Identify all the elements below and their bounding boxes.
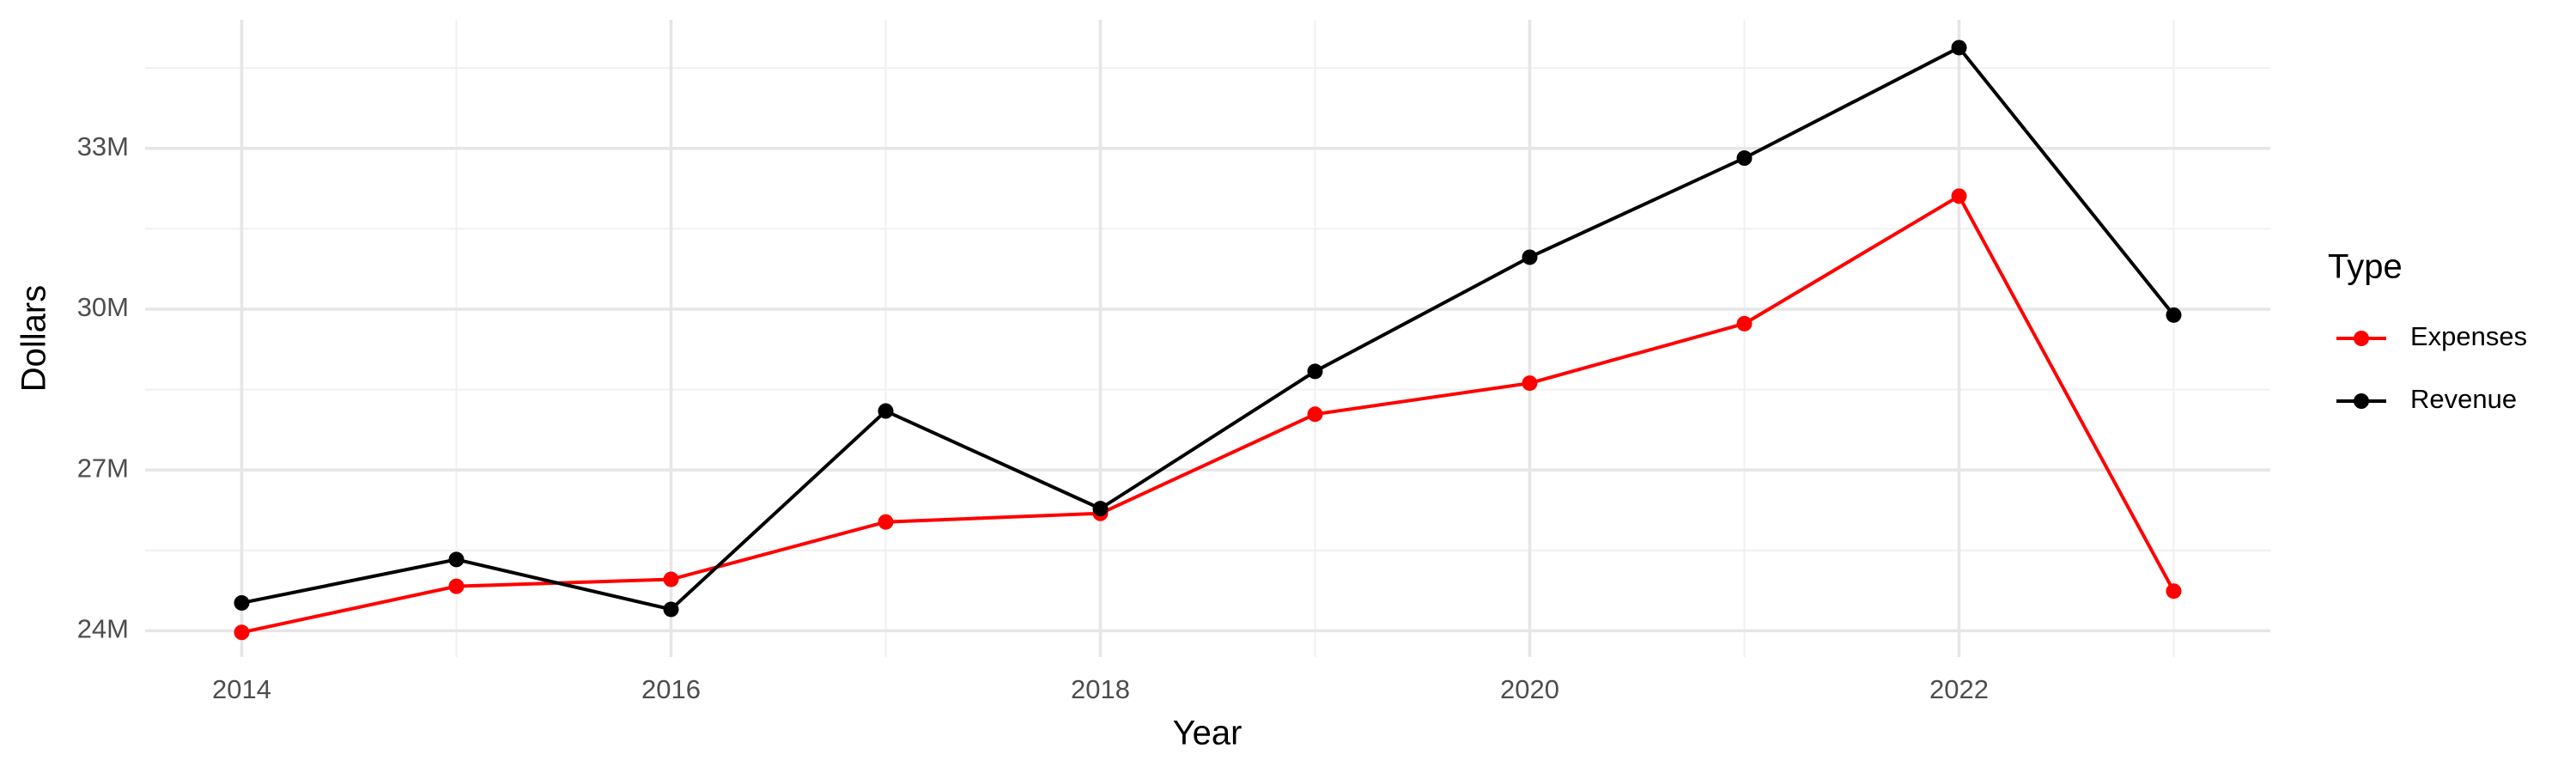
data-point — [448, 578, 465, 594]
x-tick-label: 2022 — [1929, 674, 1989, 704]
y-tick-label: 24M — [77, 614, 129, 644]
series-line — [241, 45, 2176, 612]
data-point — [234, 624, 250, 641]
y-tick-label: 27M — [77, 453, 129, 483]
x-tick-label: 2020 — [1500, 674, 1559, 704]
data-point — [1951, 188, 1967, 204]
data-point — [2166, 583, 2182, 600]
data-point — [448, 551, 465, 568]
legend-swatch-point — [2354, 393, 2369, 409]
y-tick-label: 33M — [77, 131, 129, 161]
data-point — [1522, 375, 1538, 392]
data-point — [1307, 363, 1323, 380]
legend-label: Revenue — [2410, 384, 2517, 414]
data-point — [234, 594, 250, 611]
data-point — [1736, 150, 1753, 167]
data-point — [1522, 249, 1538, 265]
legend-title: Type — [2328, 248, 2403, 286]
plot-marks — [234, 40, 2182, 641]
y-tick-label: 30M — [77, 292, 129, 322]
data-point — [1951, 40, 1967, 56]
legend-swatch-point — [2354, 331, 2369, 346]
data-point — [2166, 307, 2182, 323]
legend-label: Expenses — [2410, 321, 2527, 351]
data-point — [878, 403, 894, 419]
data-point — [1092, 501, 1109, 517]
series-line — [241, 193, 2176, 635]
x-tick-label: 2018 — [1071, 674, 1130, 704]
data-point — [1736, 315, 1753, 332]
grid — [145, 20, 2270, 657]
x-tick-label: 2014 — [212, 674, 271, 704]
x-tick-label: 2016 — [641, 674, 701, 704]
data-point — [663, 601, 679, 618]
legend: Expenses Revenue — [2336, 321, 2527, 414]
y-axis-title: Dollars — [15, 285, 53, 392]
data-point — [1307, 406, 1323, 423]
data-point — [663, 571, 679, 587]
x-axis-title: Year — [1173, 715, 1242, 752]
data-point — [878, 514, 894, 530]
